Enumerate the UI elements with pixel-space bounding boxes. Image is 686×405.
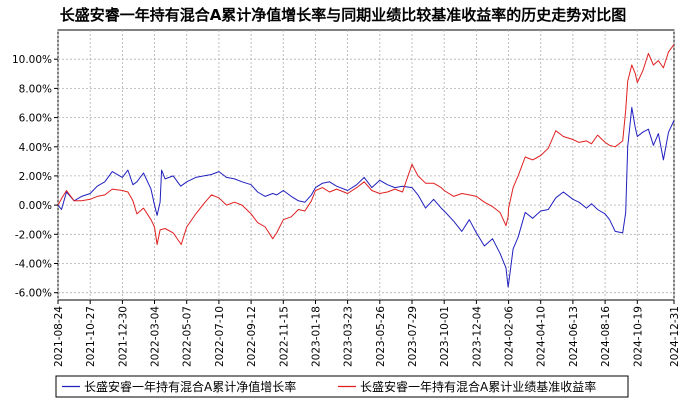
x-tick-label: 2022-07-10 [214,306,226,367]
x-tick-label: 2024-06-13 [568,306,580,367]
y-tick-label: 2.00% [19,171,52,183]
x-tick-label: 2024-12-31 [669,306,681,367]
x-tick-label: 2023-05-26 [375,306,387,367]
grid-layer [57,30,675,300]
series-line-1 [57,106,675,288]
x-tick-label: 2023-10-01 [439,306,451,367]
y-tick-label: 6.00% [19,113,52,125]
x-tick-label: 2024-02-06 [504,306,516,367]
y-tick-label: -4.00% [15,259,52,271]
x-tick-label: 2024-10-19 [632,306,644,367]
x-tick-label: 2023-03-23 [343,306,355,367]
x-tick-label: 2021-12-30 [117,306,129,367]
x-tick-label: 2021-08-24 [53,306,65,367]
x-tick-label: 2022-05-07 [182,306,194,367]
legend: 长盛安睿一年持有混合A累计净值增长率 长盛安睿一年持有混合A累计业绩基准收益率 [62,379,596,394]
y-axis-ticks: -6.00% -4.00% -2.00% 0.00% 2.00% 4.00% 6.00% 8.… [12,54,58,300]
x-tick-label: 2023-12-04 [471,306,483,367]
y-tick-label: -6.00% [15,288,52,300]
x-tick-label: 2023-01-18 [311,306,323,367]
legend-label-1: 长盛安睿一年持有混合A累计净值增长率 [84,379,296,394]
x-tick-label: 2024-08-16 [600,306,612,367]
x-tick-label: 2023-07-29 [407,306,419,367]
x-tick-label: 2022-03-04 [150,306,162,367]
y-tick-label: 4.00% [19,142,52,154]
series-layer [57,44,675,288]
x-tick-label: 2024-04-10 [536,306,548,367]
y-tick-label: 10.00% [12,54,52,66]
legend-label-2: 长盛安睿一年持有混合A累计业绩基准收益率 [360,379,596,394]
plot-area-frame [57,29,675,301]
x-axis-ticks: 2021-08-24 2021-10-27 2021-12-30 2022-03-04… [53,300,681,367]
series-line-2 [57,44,675,245]
y-tick-label: -2.00% [15,229,52,241]
y-tick-label: 8.00% [19,83,52,95]
chart-title: 长盛安睿一年持有混合A累计净值增长率与同期业绩比较基准收益率的历史走势对比图 [59,6,627,24]
x-tick-label: 2022-09-12 [246,306,258,367]
x-tick-label: 2022-11-15 [278,306,290,367]
x-tick-label: 2021-10-27 [85,306,97,367]
y-tick-label: 0.00% [19,200,52,212]
